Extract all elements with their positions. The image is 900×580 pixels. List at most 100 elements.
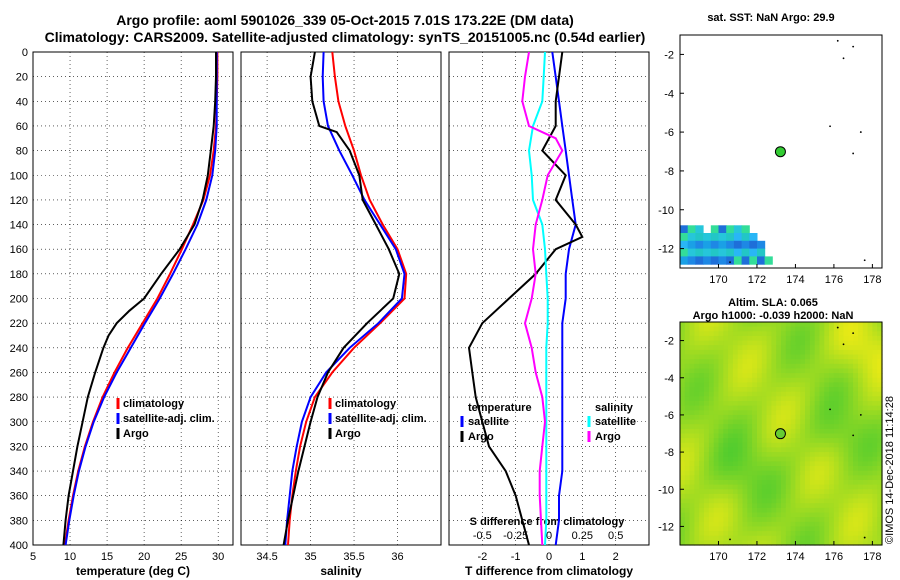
sla-cell	[781, 507, 787, 513]
sla-cell	[867, 475, 873, 481]
sla-cell	[819, 345, 825, 351]
sla-cell	[771, 489, 777, 495]
sla-cell	[704, 326, 710, 332]
sla-cell	[872, 461, 878, 467]
sla-cell	[800, 489, 806, 495]
sst-cell	[726, 256, 735, 265]
sla-cell	[853, 470, 859, 476]
sla-cell	[800, 419, 806, 425]
sla-cell	[747, 493, 753, 500]
sla-cell	[689, 466, 695, 472]
sla-cell	[771, 475, 777, 481]
sla-cell	[689, 480, 695, 486]
sla-cell	[824, 507, 830, 513]
sla-cell	[776, 470, 782, 476]
sla-cell	[752, 521, 758, 527]
sla-cell	[833, 480, 840, 486]
sla-cell	[819, 414, 825, 421]
sla-cell	[805, 424, 811, 430]
sla-cell	[867, 442, 873, 448]
sla-cell	[862, 335, 869, 342]
sla-cell	[843, 335, 849, 342]
sla-cell	[704, 322, 710, 328]
sst-cell	[718, 248, 727, 257]
sla-cell	[843, 419, 849, 425]
sla-cell	[814, 405, 821, 411]
sla-cell	[795, 419, 801, 425]
sla-cell	[833, 419, 840, 425]
sla-cell	[785, 387, 792, 393]
sla-cell	[694, 405, 700, 411]
sla-cell	[718, 475, 724, 481]
sla-cell	[805, 331, 811, 337]
sla-cell	[713, 484, 720, 490]
sla-cell	[838, 452, 845, 458]
sla-cell	[737, 526, 744, 532]
sla-cell	[805, 419, 811, 425]
sla-cell	[704, 438, 710, 444]
sla-cell	[742, 377, 748, 383]
sla-cell	[761, 414, 768, 421]
sla-cell	[848, 484, 854, 490]
sla-cell	[843, 368, 849, 374]
sla-cell	[708, 419, 715, 425]
sla-cell	[694, 489, 700, 495]
sla-cell	[790, 517, 796, 523]
series-line-salinity-satellite	[527, 51, 549, 546]
sla-cell	[723, 531, 729, 537]
sla-cell	[747, 322, 753, 328]
sst-cell	[695, 256, 704, 265]
sla-cell	[809, 419, 816, 425]
sla-cell	[781, 480, 787, 486]
sla-cell	[867, 396, 873, 402]
sla-cell	[747, 461, 753, 467]
sla-cell	[848, 335, 854, 342]
sla-cell	[704, 475, 710, 481]
sla-cell	[872, 396, 878, 402]
sla-cell	[858, 470, 864, 476]
sla-cell	[785, 335, 792, 342]
sla-cell	[684, 475, 691, 481]
sla-cell	[699, 438, 705, 444]
sla-cell	[785, 349, 792, 356]
x-tick-label: 30	[212, 551, 224, 563]
sla-cell	[867, 363, 873, 369]
sla-cell	[853, 349, 859, 356]
sla-cell	[862, 405, 869, 411]
sla-cell	[838, 391, 845, 397]
sla-cell	[848, 517, 854, 523]
sla-cell	[728, 359, 734, 365]
sla-cell	[704, 391, 710, 397]
sla-cell	[872, 493, 878, 500]
sla-cell	[790, 540, 796, 546]
sla-cell	[757, 335, 763, 342]
sla-cell	[785, 419, 792, 425]
sla-cell	[781, 438, 787, 444]
sla-cell	[809, 466, 816, 472]
sla-cell	[853, 433, 859, 439]
sla-cell	[862, 377, 869, 383]
sst-cell	[726, 233, 735, 242]
sla-cell	[858, 414, 864, 421]
sla-cell	[843, 414, 849, 421]
sla-cell	[809, 377, 816, 383]
sla-cell	[732, 396, 739, 402]
sla-cell	[824, 475, 830, 481]
sla-cell	[761, 526, 768, 532]
sla-cell	[699, 507, 705, 513]
sla-cell	[680, 396, 686, 402]
sla-cell	[757, 363, 763, 369]
sla-cell	[761, 447, 768, 453]
x-tick-label: 20	[138, 551, 150, 563]
sla-cell	[829, 428, 835, 435]
sla-cell	[718, 484, 724, 490]
sla-cell	[829, 424, 835, 430]
sla-cell	[848, 466, 854, 472]
sla-cell	[752, 484, 758, 490]
sla-cell	[684, 470, 691, 476]
sla-cell	[737, 540, 744, 546]
sla-cell	[757, 396, 763, 402]
sst-cell	[749, 233, 758, 242]
sla-cell	[742, 470, 748, 476]
sla-cell	[761, 470, 768, 476]
